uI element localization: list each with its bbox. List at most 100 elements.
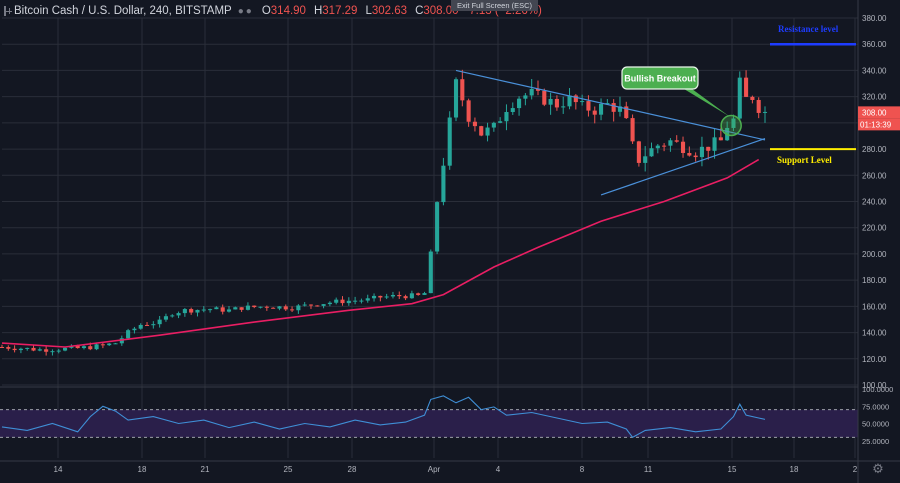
candle-body: [151, 324, 156, 326]
time-tick-label: 8: [580, 465, 585, 474]
candle-body: [397, 294, 402, 297]
candle-body: [63, 347, 68, 351]
candle-body: [548, 98, 553, 105]
candle-body: [0, 346, 5, 348]
time-tick-label: 4: [496, 465, 501, 474]
candle-body: [126, 330, 131, 339]
candle-body: [687, 153, 692, 156]
candle-body: [88, 346, 93, 350]
candle-body: [409, 293, 414, 299]
candle-body: [491, 122, 496, 128]
lower-trendline: [600, 138, 766, 196]
candle-body: [277, 306, 282, 309]
candle-body: [649, 148, 654, 157]
candle-body: [258, 306, 263, 308]
candle-body: [605, 103, 610, 105]
candle-body: [100, 344, 105, 346]
candle-body: [384, 296, 389, 298]
candle-body: [37, 349, 42, 351]
support-label: Support Level: [777, 155, 832, 165]
candle-body: [346, 300, 351, 304]
settings-gear-icon[interactable]: ⚙: [872, 461, 884, 476]
upper-trendline: [455, 69, 766, 141]
candle-body: [535, 88, 541, 91]
candle-body: [378, 295, 383, 298]
price-tick-label: 140.00: [862, 329, 887, 338]
candle-body: [195, 309, 200, 313]
time-tick-label: 14: [54, 465, 63, 474]
rsi-tick-label: 75.0000: [862, 402, 889, 411]
candle-body: [586, 101, 591, 111]
candle-body: [271, 307, 276, 309]
candle-body: [668, 140, 673, 146]
candle-body: [18, 348, 23, 351]
candle-body: [712, 137, 717, 151]
candle-body: [479, 126, 484, 136]
candle-body: [245, 305, 250, 310]
rsi-panel: [0, 395, 858, 439]
candle-body: [472, 121, 477, 127]
price-tick-label: 380.00: [862, 14, 887, 23]
header-controls-icon[interactable]: ●●: [237, 5, 254, 17]
resistance-label: Resistance level: [778, 24, 839, 34]
candle-body: [359, 300, 364, 302]
candle-body: [290, 309, 295, 311]
time-tick-label: 2: [853, 465, 858, 474]
price-tick-label: 180.00: [862, 276, 887, 285]
time-tick-label: 18: [790, 465, 799, 474]
candle-body: [371, 295, 377, 299]
candle-body: [132, 328, 137, 331]
price-tick-label: 340.00: [862, 66, 887, 75]
breakout-label: Bullish Breakout: [624, 74, 696, 84]
candle-body: [31, 347, 36, 351]
price-tick-label: 320.00: [862, 93, 887, 102]
rsi-band: [0, 409, 858, 438]
candle-body: [554, 98, 559, 108]
candle-body: [308, 304, 314, 306]
candle-body: [233, 307, 238, 310]
symbol-title[interactable]: Bitcoin Cash / U.S. Dollar, 240, BITSTAM…: [14, 5, 232, 17]
candle-body: [327, 302, 332, 305]
candle-body: [460, 79, 465, 101]
exit-fullscreen-button[interactable]: Exit Full Screen (ESC): [451, 0, 539, 11]
candle-body: [56, 350, 61, 352]
candle-body: [643, 156, 648, 163]
candle-body: [315, 305, 320, 307]
candle-body: [750, 96, 755, 100]
candle-body: [252, 305, 257, 308]
candle-body: [737, 77, 742, 119]
candle-body: [611, 103, 616, 112]
candle-body: [561, 106, 566, 108]
breakout-highlight: [720, 114, 742, 137]
candle-body: [302, 304, 307, 306]
time-tick-label: 15: [728, 465, 737, 474]
candle-body: [365, 298, 370, 301]
open-label: O: [261, 5, 271, 17]
price-tick-label: 280.00: [862, 145, 887, 154]
candle-body: [81, 346, 87, 349]
candle-body: [630, 118, 635, 142]
candle-body: [226, 309, 232, 312]
candle-body: [573, 95, 578, 103]
candle-body: [75, 345, 80, 349]
candle-body: [403, 296, 408, 299]
rsi-tick-label: 25.0000: [862, 437, 889, 446]
candle-body: [119, 338, 124, 344]
candle-body: [762, 111, 768, 113]
candle-body: [176, 313, 181, 316]
candle-body: [214, 307, 219, 310]
candle-body: [163, 316, 168, 320]
candle-body: [416, 293, 421, 295]
candle-body: [25, 347, 30, 349]
open-value: 314.90: [270, 5, 306, 17]
candle-body: [567, 95, 572, 107]
candle-body: [498, 121, 503, 123]
add-symbol-icon[interactable]: [4, 6, 12, 16]
time-tick-label: 28: [348, 465, 357, 474]
low-label: L: [365, 5, 372, 17]
price-tick-label: 360.00: [862, 40, 887, 49]
moving-average-line: [1, 158, 760, 348]
time-tick-label: 18: [138, 465, 147, 474]
last-price-tag: [858, 106, 900, 119]
